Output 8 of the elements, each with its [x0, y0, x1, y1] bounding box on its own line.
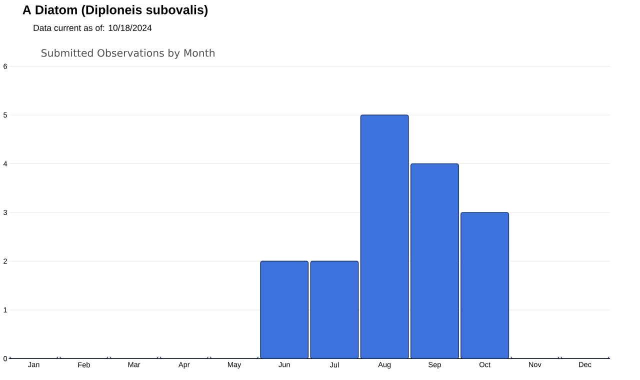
bar — [360, 114, 409, 359]
bar — [460, 212, 510, 359]
chart-subtitle: Data current as of: 10/18/2024 — [34, 24, 152, 31]
bar — [260, 260, 309, 359]
text: Submitted Observations by Month — [42, 48, 214, 59]
chart-title: A Diatom (Diploneis subovalis) — [22, 5, 208, 17]
bar — [410, 163, 459, 359]
bar — [310, 260, 359, 359]
